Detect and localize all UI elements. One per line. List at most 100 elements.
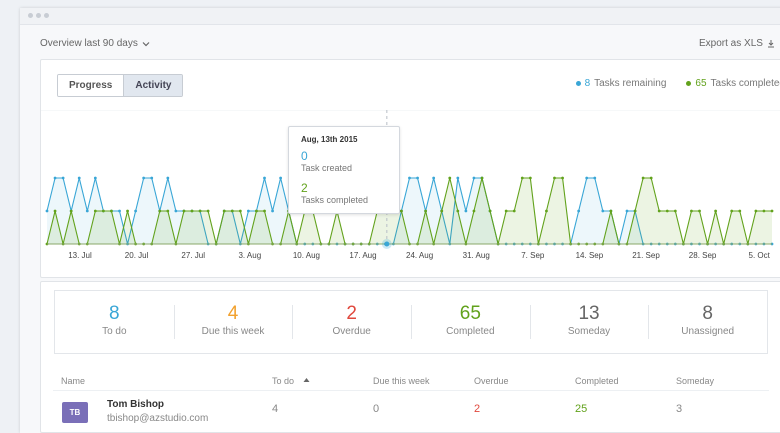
cell-todo: 4 (272, 403, 279, 415)
series-point (198, 209, 202, 213)
series-point (657, 209, 661, 213)
stat-label: Overdue (332, 326, 371, 337)
series-point (206, 209, 210, 213)
series-point (448, 176, 452, 180)
app-window: Overview last 90 days Export as XLS Prog… (20, 8, 780, 433)
stat-completed[interactable]: 65 Completed (411, 291, 530, 353)
window-dot-icon[interactable] (28, 13, 33, 18)
cell-completed: 25 (575, 403, 588, 415)
series-point (408, 176, 411, 180)
series-point (520, 176, 524, 180)
column-header-completed[interactable]: Completed (575, 376, 619, 386)
series-point (690, 209, 693, 213)
tooltip-completed-value: 2 (301, 181, 308, 195)
series-point (440, 209, 444, 213)
stat-unassigned[interactable]: 8 Unassigned (648, 291, 767, 353)
x-tick-label: 7. Sep (521, 251, 545, 260)
activity-chart[interactable]: 13. Jul 20. Jul 27. Jul 3. Aug 10. Aug 17. Au… (41, 110, 780, 270)
series-point (53, 176, 57, 180)
period-dropdown-label: Overview last 90 days (40, 38, 138, 49)
column-header-someday[interactable]: Someday (676, 376, 715, 386)
hover-point (384, 241, 390, 247)
series-point (665, 209, 669, 213)
stat-someday[interactable]: 13 Someday (529, 291, 649, 353)
series-point (416, 176, 419, 180)
stat-overdue[interactable]: 2 Overdue (292, 291, 411, 353)
export-xls-button[interactable]: Export as XLS (699, 38, 775, 49)
x-tick-label: 24. Aug (406, 251, 433, 260)
series-point (641, 176, 645, 180)
cell-someday: 3 (676, 403, 683, 415)
period-dropdown[interactable]: Overview last 90 days (40, 38, 150, 49)
series-point (230, 209, 234, 213)
legend-remaining-count: 8 (584, 78, 591, 89)
series-point (158, 209, 162, 213)
stat-due-this-week[interactable]: 4 Due this week (173, 291, 293, 353)
series-point (77, 176, 81, 180)
series-point (464, 209, 468, 213)
column-header-todo[interactable]: To do (272, 376, 295, 386)
avatar: TB (62, 402, 88, 423)
series-point (585, 176, 589, 180)
tab-progress[interactable]: Progress (58, 75, 124, 96)
series-point (246, 209, 250, 213)
legend-remaining-label: Tasks remaining (594, 78, 667, 89)
series-point (649, 176, 653, 180)
x-tick-label: 17. Aug (349, 251, 376, 260)
table-header: Name To do Due this week Overdue Complet… (53, 374, 769, 391)
series-point (488, 209, 492, 213)
cell-due: 0 (373, 403, 380, 415)
legend-completed-count: 65 (695, 78, 707, 89)
user-email: tbishop@azstudio.com (107, 413, 209, 424)
user-name[interactable]: Tom Bishop (107, 399, 165, 410)
series-point (142, 176, 146, 180)
series-point (504, 209, 508, 213)
series-point (118, 209, 121, 213)
series-point (134, 209, 138, 213)
series-point (633, 209, 637, 213)
tooltip-completed-label: Tasks completed (301, 195, 369, 205)
tooltip-created-value: 0 (301, 149, 308, 163)
series-point (577, 209, 581, 213)
series-area-0 (47, 178, 772, 244)
stat-todo[interactable]: 8 To do (55, 291, 174, 353)
column-header-due[interactable]: Due this week (373, 376, 430, 386)
window-dot-icon[interactable] (44, 13, 49, 18)
window-controls (28, 13, 49, 18)
series-point (110, 209, 113, 213)
series-point (45, 209, 49, 213)
stat-label: To do (102, 326, 127, 337)
sort-ascending-icon[interactable] (303, 375, 310, 385)
series-point (101, 209, 105, 213)
series-point (545, 209, 548, 213)
series-point (424, 209, 428, 213)
series-point (609, 209, 613, 213)
summary-panel: 8 To do 4 Due this week 2 Overdue 65 Com… (40, 281, 780, 433)
series-point (754, 209, 758, 213)
legend-item-completed[interactable]: 65 Tasks completed (686, 78, 780, 89)
series-point (222, 209, 226, 213)
stat-value: 8 (109, 303, 120, 324)
x-tick-label: 21. Sep (632, 251, 660, 260)
legend-bullet-icon (575, 81, 581, 86)
series-point (432, 176, 436, 180)
series-point (738, 209, 742, 213)
legend-item-remaining[interactable]: 8 Tasks remaining (575, 78, 667, 89)
stat-label: Due this week (201, 326, 265, 337)
legend-bullet-icon (686, 81, 692, 86)
series-point (472, 176, 476, 180)
download-icon (767, 40, 774, 48)
series-point (93, 176, 97, 180)
column-header-name[interactable]: Name (61, 376, 86, 386)
table-row[interactable]: 4 0 2 25 3 (53, 390, 769, 424)
series-point (762, 209, 766, 213)
column-header-overdue[interactable]: Overdue (474, 376, 509, 386)
x-tick-label: 20. Jul (125, 251, 149, 260)
window-dot-icon[interactable] (36, 13, 41, 18)
series-point (166, 209, 170, 213)
tab-activity[interactable]: Activity (123, 75, 183, 96)
series-point (730, 209, 734, 213)
series-point (190, 209, 194, 213)
x-tick-label: 28. Sep (689, 251, 717, 260)
x-tick-label: 13. Jul (68, 251, 92, 260)
